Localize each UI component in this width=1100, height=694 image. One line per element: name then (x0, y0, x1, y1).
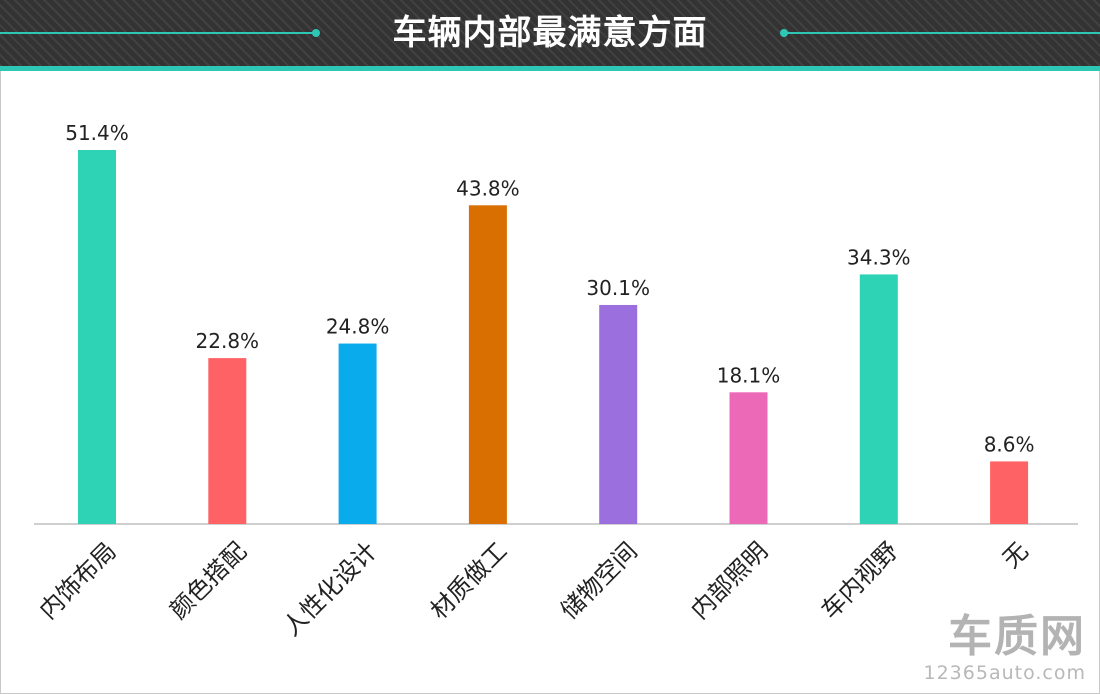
category-label-7: 车内视野 (816, 537, 904, 625)
data-label-6: 18.1% (717, 363, 781, 387)
header-right-dot (780, 29, 788, 37)
data-label-8: 8.6% (984, 432, 1035, 456)
category-label-4: 材质做工 (425, 537, 513, 625)
header-right-line (784, 32, 1100, 34)
category-label-1: 内饰布局 (34, 537, 122, 625)
category-label-2: 颜色搭配 (164, 537, 252, 625)
watermark-url: 12365auto.com (923, 662, 1086, 684)
data-label-3: 24.8% (326, 315, 390, 339)
header-accent-strip (0, 66, 1100, 71)
category-label-5: 储物空间 (555, 537, 643, 625)
bar-5 (599, 304, 638, 524)
category-label-6: 内部照明 (686, 537, 774, 625)
watermark-logo: 车质网 (948, 611, 1086, 662)
data-label-7: 34.3% (847, 245, 911, 269)
bar-7 (859, 274, 898, 524)
bar-2 (208, 358, 247, 524)
data-label-1: 51.4% (65, 121, 129, 145)
data-label-5: 30.1% (586, 276, 650, 300)
data-label-4: 43.8% (456, 176, 520, 200)
data-label-2: 22.8% (196, 329, 260, 353)
header-left-line (0, 32, 316, 34)
bar-6 (729, 392, 768, 524)
bar-4 (468, 205, 507, 524)
category-label-8: 无 (997, 537, 1034, 574)
bar-8 (990, 461, 1029, 524)
bar-1 (78, 150, 116, 524)
category-label-3: 人性化设计 (278, 537, 383, 642)
chart-title: 车辆内部最满意方面 (392, 13, 708, 53)
bar-3 (338, 343, 377, 524)
header-left-dot (312, 29, 320, 37)
watermark: 车质网 12365auto.com (923, 611, 1087, 685)
